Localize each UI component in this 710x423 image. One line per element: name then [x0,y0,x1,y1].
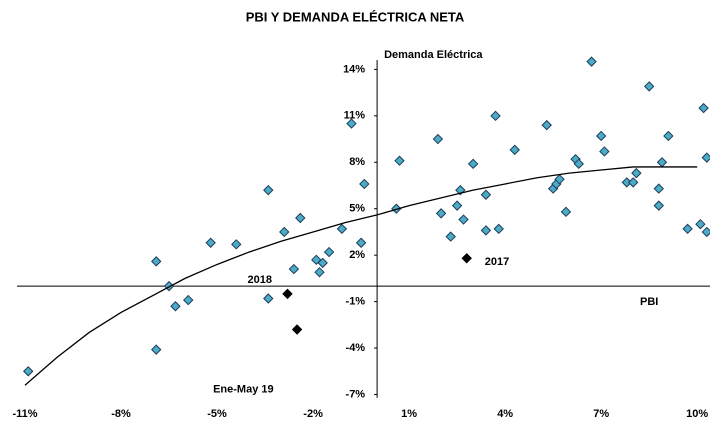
point [317,257,328,269]
point [314,266,325,278]
point [455,184,466,196]
point [554,174,565,185]
point [682,223,693,235]
point [509,144,520,156]
trend-line [24,166,698,386]
point [435,208,447,219]
point [698,102,709,114]
point [599,146,610,157]
y-tick-label: 2% [349,249,365,261]
point-label: 2017 [485,256,509,268]
point [346,118,357,129]
y-tick-label: 11% [344,110,366,122]
y-tick-label: 8% [349,156,365,168]
x-tick-label: 10% [686,408,708,420]
point [490,110,501,122]
point [701,152,710,163]
point [560,206,572,218]
x-tick-label: 7% [593,408,609,420]
y-axis-label: Demanda Eléctrica [384,49,483,61]
x-tick-label: -11% [12,408,37,420]
point [653,183,664,194]
point [323,246,335,258]
x-tick-label: 4% [497,408,513,420]
point [22,366,34,377]
point [653,200,664,211]
point-label: Ene-May 19 [213,383,274,395]
point [394,155,405,166]
point [205,237,216,248]
point [288,263,300,275]
point [291,324,303,335]
point [170,301,181,312]
y-tick-label: -4% [346,342,366,354]
point [151,344,162,355]
point [701,226,710,238]
point [263,293,274,304]
point [586,56,597,67]
point [461,253,472,264]
point [631,167,642,179]
point [282,288,293,300]
point [480,189,492,200]
point [231,239,242,250]
y-tick-label: 5% [349,203,365,215]
x-axis-label: PBI [640,296,658,308]
point [467,158,479,170]
point [432,133,444,145]
point [445,231,456,242]
x-tick-label: -5% [207,408,227,420]
point [355,237,367,248]
point [656,157,668,168]
point [573,158,584,170]
point [359,178,370,190]
chart-title: PBI Y DEMANDA ELÉCTRICA NETA [246,9,465,24]
y-tick-label: -1% [346,296,366,308]
y-tick-label: 14% [343,63,365,75]
x-tick-label: -8% [111,408,131,420]
point [480,225,492,236]
x-tick-label: 1% [401,408,417,420]
point [336,223,348,235]
point [263,184,274,196]
point [295,212,306,224]
y-tick-label: -7% [346,388,366,400]
point [627,177,639,188]
point [451,200,463,211]
point [183,294,194,306]
point [279,226,290,238]
point [643,81,655,92]
point [541,119,552,131]
point [458,214,469,225]
x-tick-label: -2% [303,408,323,420]
point [695,218,706,230]
point [493,223,504,235]
point-label: 2018 [247,274,271,286]
point [595,130,607,142]
point [663,130,674,142]
point [151,256,162,267]
